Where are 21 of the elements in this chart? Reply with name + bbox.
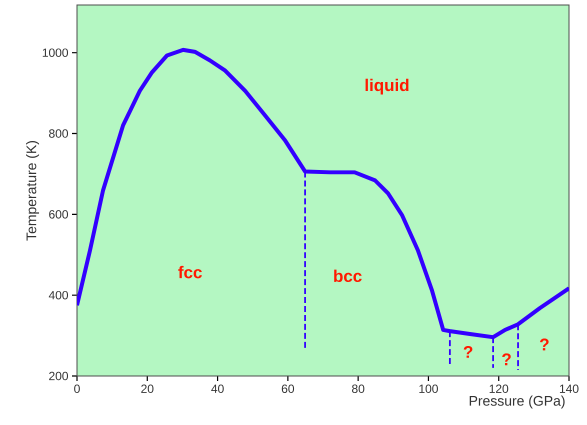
- annotation: ?: [502, 353, 511, 366]
- x-tick-label: 80: [352, 384, 364, 393]
- x-tick-label: 20: [141, 384, 154, 393]
- y-tick-label: 200: [49, 372, 68, 380]
- x-tick-label: 140: [560, 384, 579, 393]
- annotation: ?: [464, 346, 472, 358]
- y-tick-label: 400: [48, 290, 68, 300]
- annotation: fcc: [178, 266, 202, 278]
- annotation: liquid: [366, 78, 408, 95]
- annotation: ?: [540, 338, 549, 350]
- y-tick-label: 800: [49, 129, 68, 138]
- x-tick-label: 40: [211, 384, 224, 393]
- y-tick-label: 1000: [42, 48, 68, 57]
- x-axis-title: Pressure (GPa): [470, 396, 565, 409]
- annotation: bcc: [334, 270, 362, 282]
- x-tick-label: 120: [490, 384, 508, 393]
- y-axis-title: Temperature (K): [26, 140, 40, 241]
- x-tick-label: 0: [74, 384, 80, 393]
- y-tick-label: 600: [49, 210, 68, 219]
- x-tick-label: 100: [419, 384, 438, 393]
- x-tick-label: 60: [282, 384, 294, 393]
